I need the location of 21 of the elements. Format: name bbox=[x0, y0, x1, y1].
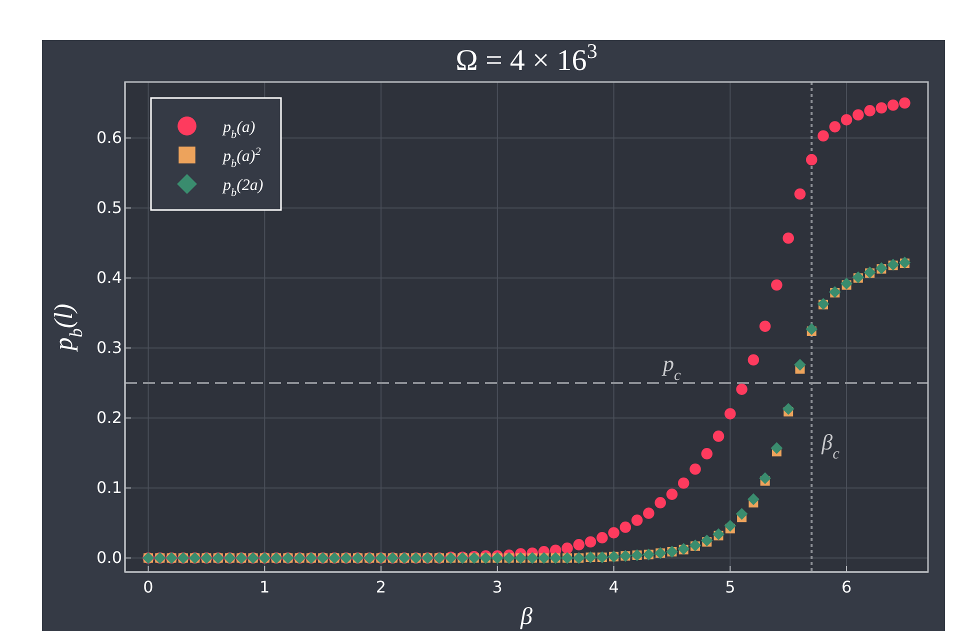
chart-title: Ω = 4 × 16$^{3}$ bbox=[456, 39, 598, 77]
x-tick-label: 3 bbox=[492, 578, 502, 597]
legend-label: p$_{b}$(a) bbox=[222, 119, 256, 141]
y-tick-label: 0.6 bbox=[96, 128, 122, 148]
x-tick-label: 2 bbox=[376, 578, 386, 597]
y-tick-label: 0.4 bbox=[96, 268, 122, 288]
x-tick-label: 4 bbox=[608, 578, 619, 597]
y-tick-label: 0.3 bbox=[96, 338, 122, 358]
x-tick-label: 1 bbox=[260, 578, 270, 597]
ref-line-label: p$_{c}$ bbox=[661, 351, 682, 384]
y-tick-label: 0.5 bbox=[96, 198, 122, 218]
legend-label: p$_{b}$(a)$^{2}$ bbox=[222, 146, 262, 170]
x-tick-label: 5 bbox=[725, 578, 736, 597]
x-axis-title: β bbox=[520, 604, 533, 630]
y-tick-label: 0.2 bbox=[96, 408, 122, 428]
ref-line-label: β$_{c}$ bbox=[820, 430, 840, 462]
legend-label: p$_{b}$(2a) bbox=[222, 177, 264, 199]
y-tick-label: 0.0 bbox=[96, 548, 122, 568]
x-tick-label: 0 bbox=[143, 578, 154, 597]
x-tick-label: 6 bbox=[841, 578, 852, 597]
y-tick-label: 0.1 bbox=[96, 478, 122, 498]
